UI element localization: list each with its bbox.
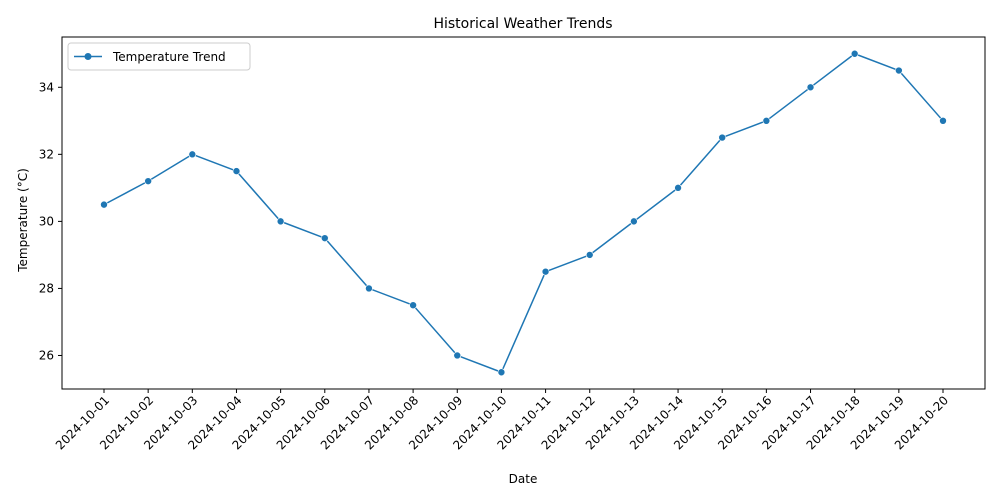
x-axis-label: Date — [509, 472, 538, 486]
data-point — [453, 351, 462, 360]
data-point — [939, 117, 947, 125]
data-point — [320, 234, 329, 242]
y-tick-label: 30 — [39, 214, 54, 228]
data-point — [806, 83, 815, 92]
data-point — [762, 117, 771, 125]
data-point — [144, 177, 152, 185]
data-point — [585, 251, 594, 259]
data-point — [232, 167, 241, 175]
y-axis-label: Temperature (°C) — [16, 168, 30, 273]
data-point — [497, 368, 506, 377]
data-point — [895, 66, 903, 75]
legend: Temperature Trend — [67, 42, 251, 71]
data-point — [541, 267, 550, 276]
data-point — [718, 133, 727, 142]
legend-marker-swatch — [84, 53, 92, 60]
chart-title: Historical Weather Trends — [433, 16, 612, 32]
data-point — [188, 150, 197, 159]
y-tick-label: 28 — [39, 281, 54, 295]
data-point — [365, 284, 373, 293]
axes-frame — [61, 36, 986, 390]
y-tick-label: 32 — [39, 147, 54, 161]
data-point — [630, 217, 638, 226]
legend-box — [67, 42, 251, 71]
series-line — [103, 53, 944, 373]
data-point — [409, 301, 417, 309]
data-point — [850, 49, 859, 58]
y-tick-label: 26 — [39, 348, 54, 362]
y-tick-label: 34 — [39, 80, 54, 94]
data-point — [276, 217, 285, 226]
data-point — [674, 184, 682, 192]
legend-label: Temperature Trend — [112, 50, 226, 64]
data-point — [100, 200, 108, 209]
plot-area: 26283032342024-10-012024-10-022024-10-03… — [39, 36, 986, 452]
